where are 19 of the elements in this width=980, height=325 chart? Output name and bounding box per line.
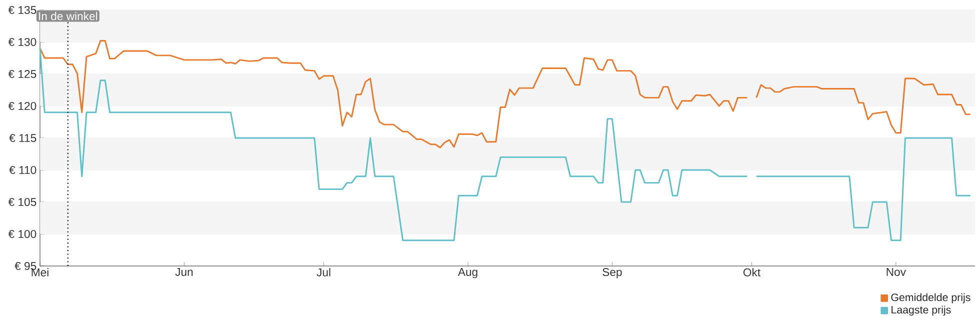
y-tick-label: € 100 <box>8 230 36 238</box>
x-tick-label: Jun <box>175 268 193 276</box>
x-tick-label: Sep <box>602 268 622 278</box>
y-tick-label: € 135 <box>8 6 36 14</box>
x-tick-label: Jul <box>316 268 330 276</box>
x-tick-label: Okt <box>743 268 760 276</box>
ref-line-label: In de winkel <box>39 12 98 20</box>
y-tick-label: € 125 <box>8 70 36 78</box>
y-tick-label: € 130 <box>8 38 36 46</box>
y-tick-label: € 110 <box>9 166 36 174</box>
x-tick-label: Mei <box>32 268 48 276</box>
y-tick-label: € 105 <box>8 198 36 206</box>
legend-label: Gemiddelde prijs <box>891 293 970 304</box>
y-tick-label: € 115 <box>9 134 36 142</box>
legend-label: Laagste prijs <box>892 306 951 316</box>
x-tick-label: Nov <box>886 268 906 276</box>
x-tick-label: Aug <box>458 268 478 278</box>
y-tick-label: € 120 <box>8 102 36 110</box>
y-tick-label: € 95 <box>14 262 36 270</box>
